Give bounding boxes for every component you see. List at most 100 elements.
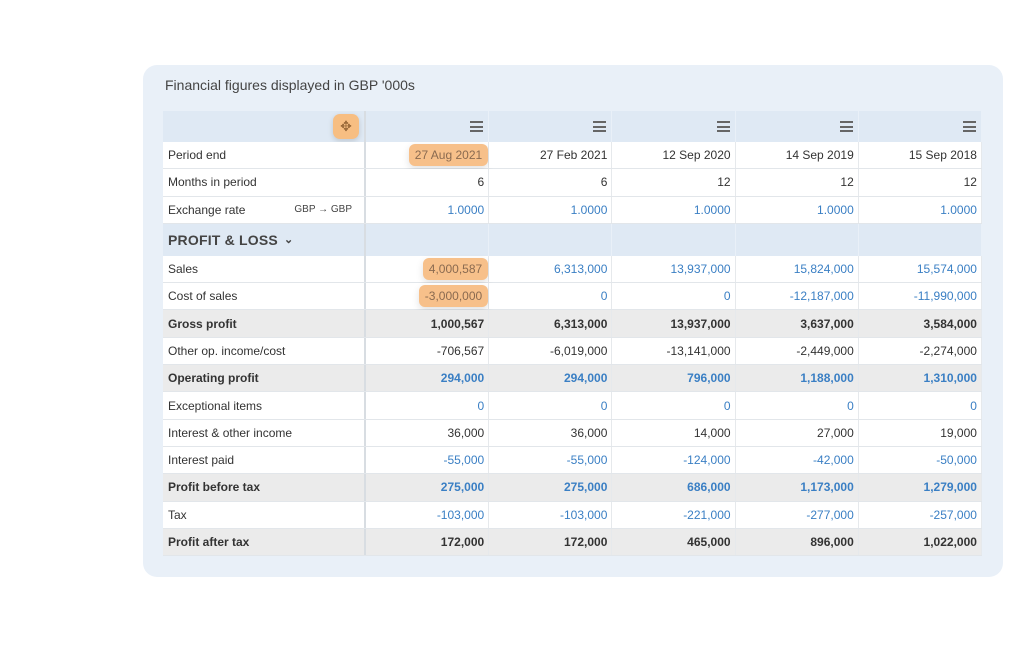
tax-cell[interactable]: -221,000 (612, 501, 736, 528)
row-label: Other op. income/cost (163, 337, 366, 365)
column-menu-button[interactable] (489, 111, 613, 142)
profit-after-tax-cell: 896,000 (735, 528, 859, 556)
profit-before-tax-cell[interactable]: 1,173,000 (735, 474, 859, 501)
tax-cell[interactable]: -103,000 (489, 501, 613, 528)
exchange-rate-row: Exchange rate GBP → GBP 1.0000 1.0000 1.… (163, 196, 982, 224)
exceptional-items-cell[interactable]: 0 (858, 392, 982, 419)
interest-income-cell: 36,000 (489, 419, 613, 446)
menu-icon (716, 121, 730, 132)
menu-icon (839, 121, 853, 132)
exchange-rate-cell[interactable]: 1.0000 (858, 196, 982, 223)
interest-paid-cell[interactable]: -42,000 (735, 446, 859, 474)
cost-of-sales-cell[interactable]: 0 (489, 283, 613, 310)
cost-of-sales-row: Cost of sales -3,000,000 0 0 -12,187,000… (163, 283, 982, 311)
interest-paid-cell[interactable]: -50,000 (858, 446, 982, 474)
sales-cell[interactable]: 4,000,587 (366, 255, 490, 283)
other-op-income-cell: -6,019,000 (489, 337, 613, 365)
tax-row: Tax -103,000 -103,000 -221,000 -277,000 … (163, 501, 982, 529)
profit-before-tax-cell[interactable]: 275,000 (366, 474, 490, 501)
sales-cell[interactable]: 15,574,000 (858, 255, 982, 283)
sales-cell[interactable]: 13,937,000 (612, 255, 736, 283)
exchange-rate-cell[interactable]: 1.0000 (489, 196, 613, 223)
chevron-down-icon[interactable]: ⌄ (283, 234, 294, 247)
profit-before-tax-cell[interactable]: 275,000 (489, 474, 613, 501)
exchange-rate-cell[interactable]: 1.0000 (366, 196, 490, 223)
exceptional-items-cell[interactable]: 0 (366, 392, 490, 419)
highlighted-value[interactable]: -3,000,000 (418, 285, 489, 308)
column-menu-button[interactable] (612, 111, 736, 142)
column-header-row: ✥ (163, 111, 982, 142)
profit-after-tax-cell: 172,000 (489, 528, 613, 556)
profit-loss-section-header[interactable]: PROFIT & LOSS ⌄ (163, 223, 982, 256)
gross-profit-cell: 3,637,000 (735, 310, 859, 337)
row-label: Months in period (163, 169, 366, 196)
interest-paid-cell[interactable]: -55,000 (366, 446, 490, 474)
tax-cell[interactable]: -277,000 (735, 501, 859, 528)
section-spacer (858, 223, 982, 256)
highlighted-value[interactable]: 4,000,587 (422, 258, 489, 281)
operating-profit-cell[interactable]: 1,188,000 (735, 365, 859, 392)
row-label: Interest & other income (163, 419, 366, 446)
operating-profit-cell[interactable]: 796,000 (612, 365, 736, 392)
interest-income-cell: 19,000 (858, 419, 982, 446)
menu-icon (962, 121, 976, 132)
exchange-rate-cell[interactable]: 1.0000 (735, 196, 859, 223)
operating-profit-cell[interactable]: 1,310,000 (858, 365, 982, 392)
months-cell: 12 (612, 169, 736, 196)
row-label: Interest paid (163, 446, 366, 474)
profit-before-tax-row: Profit before tax 275,000 275,000 686,00… (163, 474, 982, 502)
other-op-income-cell: -2,274,000 (858, 337, 982, 365)
operating-profit-cell[interactable]: 294,000 (489, 365, 613, 392)
other-op-income-row: Other op. income/cost -706,567 -6,019,00… (163, 337, 982, 366)
tax-cell[interactable]: -103,000 (366, 501, 490, 528)
gross-profit-cell: 6,313,000 (489, 310, 613, 337)
cost-of-sales-cell[interactable]: -3,000,000 (366, 283, 490, 310)
move-icon[interactable]: ✥ (333, 114, 359, 139)
column-menu-button[interactable] (366, 111, 490, 142)
column-menu-button[interactable] (858, 111, 982, 142)
profit-before-tax-cell[interactable]: 1,279,000 (858, 474, 982, 501)
operating-profit-row: Operating profit 294,000 294,000 796,000… (163, 365, 982, 393)
sales-cell[interactable]: 15,824,000 (735, 255, 859, 283)
highlighted-value[interactable]: 27 Aug 2021 (408, 144, 489, 167)
section-spacer (735, 223, 859, 256)
interest-paid-cell[interactable]: -124,000 (612, 446, 736, 474)
exchange-rate-cell[interactable]: 1.0000 (612, 196, 736, 223)
interest-paid-row: Interest paid -55,000 -55,000 -124,000 -… (163, 446, 982, 475)
gross-profit-cell: 3,584,000 (858, 310, 982, 337)
tax-cell[interactable]: -257,000 (858, 501, 982, 528)
sales-cell[interactable]: 6,313,000 (489, 255, 613, 283)
period-end-cell: 15 Sep 2018 (858, 142, 982, 169)
months-cell: 12 (735, 169, 859, 196)
interest-income-cell: 36,000 (366, 419, 490, 446)
period-end-cell: 27 Feb 2021 (489, 142, 613, 169)
interest-income-cell: 27,000 (735, 419, 859, 446)
profit-after-tax-cell: 465,000 (612, 528, 736, 556)
section-label[interactable]: PROFIT & LOSS ⌄ (163, 223, 366, 256)
cost-of-sales-cell[interactable]: -11,990,000 (858, 283, 982, 310)
interest-income-row: Interest & other income 36,000 36,000 14… (163, 419, 982, 447)
exceptional-items-cell[interactable]: 0 (735, 392, 859, 419)
operating-profit-cell[interactable]: 294,000 (366, 365, 490, 392)
profit-before-tax-cell[interactable]: 686,000 (612, 474, 736, 501)
menu-icon (593, 121, 607, 132)
section-spacer (489, 223, 613, 256)
sales-row: Sales 4,000,587 6,313,000 13,937,000 15,… (163, 255, 982, 284)
months-row: Months in period 6 6 12 12 12 (163, 169, 982, 197)
period-end-cell[interactable]: 27 Aug 2021 (366, 142, 490, 169)
cost-of-sales-cell[interactable]: -12,187,000 (735, 283, 859, 310)
interest-paid-cell[interactable]: -55,000 (489, 446, 613, 474)
section-spacer (612, 223, 736, 256)
currency-conversion-selector[interactable]: GBP → GBP (294, 204, 352, 216)
exceptional-items-cell[interactable]: 0 (612, 392, 736, 419)
exceptional-items-row: Exceptional items 0 0 0 0 0 (163, 392, 982, 420)
row-label: Sales (163, 255, 366, 283)
row-label: Exceptional items (163, 392, 366, 419)
row-label: Profit before tax (163, 474, 366, 501)
gross-profit-cell: 1,000,567 (366, 310, 490, 337)
period-end-cell: 12 Sep 2020 (612, 142, 736, 169)
column-menu-button[interactable] (735, 111, 859, 142)
section-spacer (366, 223, 490, 256)
cost-of-sales-cell[interactable]: 0 (612, 283, 736, 310)
exceptional-items-cell[interactable]: 0 (489, 392, 613, 419)
